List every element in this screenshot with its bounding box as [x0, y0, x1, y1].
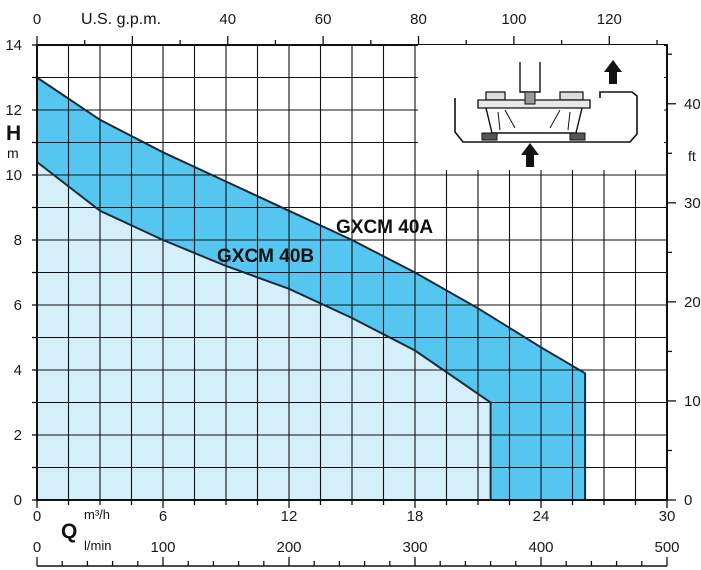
x-tick-label-lmin: 0 — [33, 539, 41, 556]
y-tick-label: 10 — [5, 167, 22, 184]
top-axis-unit: U.S. g.p.m. — [81, 11, 161, 28]
y-axis-unit: m — [7, 145, 19, 161]
axes — [32, 36, 676, 567]
x-tick-label-m3h: 0 — [33, 508, 41, 525]
top-tick-label-gpm: 0 — [33, 11, 41, 28]
top-tick-label-gpm: 60 — [315, 11, 332, 28]
right-tick-label-ft: 40 — [684, 96, 701, 113]
right-axis-unit: ft — [688, 148, 696, 164]
top-tick-label-gpm: 100 — [501, 11, 526, 28]
y-tick-label: 0 — [14, 492, 22, 509]
top-tick-label-gpm: 80 — [410, 11, 427, 28]
performance-curves — [36, 76, 587, 500]
y-tick-label: 8 — [14, 232, 22, 249]
series-label-gxcm-40b: GXCM 40B — [217, 246, 314, 267]
line-gxcm-40b — [36, 161, 492, 500]
x-tick-label-lmin: 500 — [654, 539, 679, 556]
line-gxcm-40a — [36, 76, 587, 500]
series-label-gxcm-40a: GXCM 40A — [336, 217, 433, 238]
y-tick-label: 6 — [14, 297, 22, 314]
top-tick-label-gpm: 120 — [597, 11, 622, 28]
top-tick-label-gpm: 40 — [219, 11, 236, 28]
x-axis-unit-m3h: m³/h — [84, 507, 110, 522]
right-tick-label-ft: 10 — [684, 393, 701, 410]
area-gxcm-40b — [37, 162, 491, 500]
y-axis-label: H — [6, 122, 21, 145]
x-tick-label-lmin: 200 — [276, 539, 301, 556]
x-tick-label-m3h: 30 — [659, 508, 676, 525]
x-tick-label-lmin: 400 — [528, 539, 553, 556]
y-tick-label: 14 — [5, 37, 22, 54]
x-axis-unit-lmin: l/min — [84, 538, 111, 553]
x-tick-label-m3h: 18 — [407, 508, 424, 525]
x-tick-label-lmin: 300 — [402, 539, 427, 556]
x-tick-label-m3h: 24 — [533, 508, 550, 525]
right-tick-label-ft: 0 — [684, 492, 692, 509]
y-tick-label: 12 — [5, 102, 22, 119]
y-tick-label: 4 — [14, 362, 22, 379]
x-tick-label-m3h: 6 — [159, 508, 167, 525]
right-tick-label-ft: 20 — [684, 294, 701, 311]
x-tick-label-m3h: 12 — [281, 508, 298, 525]
y-tick-label: 2 — [14, 427, 22, 444]
x-tick-label-lmin: 100 — [150, 539, 175, 556]
right-tick-label-ft: 30 — [684, 195, 701, 212]
x-axis-label: Q — [61, 520, 77, 543]
submersible-pump-icon — [418, 45, 664, 170]
